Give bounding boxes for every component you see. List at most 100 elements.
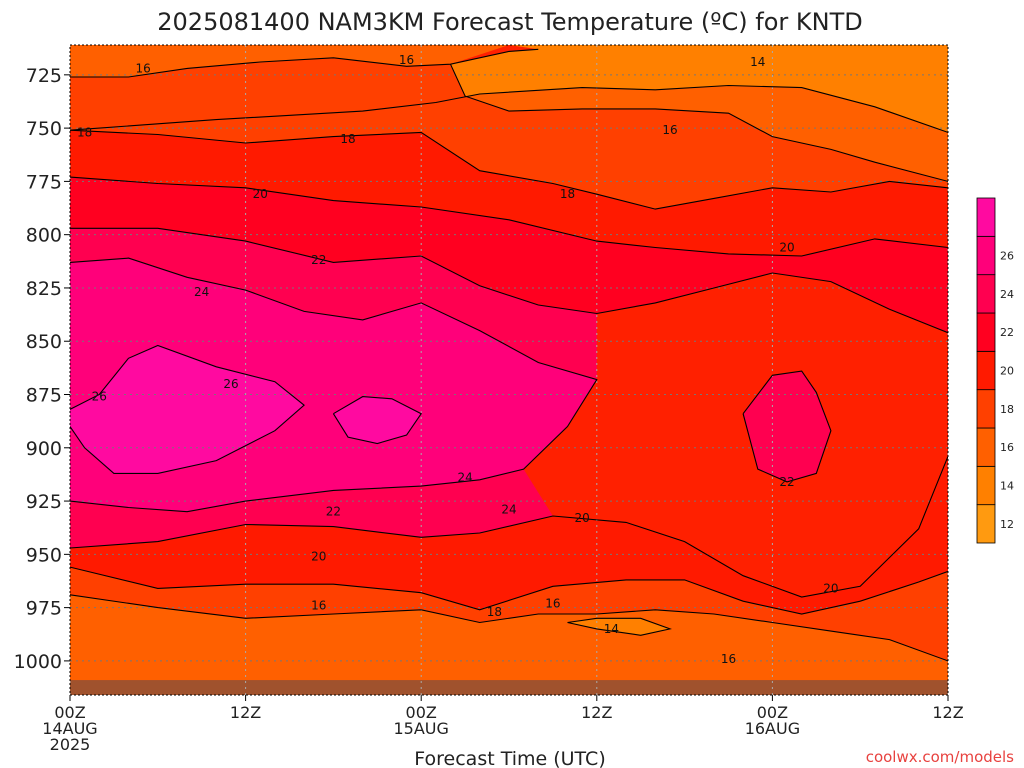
colorbar-tick-label: 24 [1000,288,1014,301]
isotherm-26-8 [332,396,423,445]
colorbar-tick-label: 14 [1000,480,1014,493]
isotherm-label-text: 16 [662,123,677,137]
isotherm-label-text: 18 [77,125,92,139]
isotherm-label-17: 20 [575,511,590,525]
isotherm-label-8: 22 [311,253,326,267]
isotherm-label-10: 24 [194,285,209,299]
y-tick-label: 925 [26,491,62,513]
isotherm-label-text: 20 [253,187,268,201]
isotherm-label-2: 14 [750,55,765,69]
plot-area: 16 16 14 18 18 16 20 18 22 20 24 26 26 24 24 22 22 20 20 20… [69,44,949,696]
y-tick-label: 875 [26,385,62,407]
isotherm-label-22: 18 [487,605,502,619]
colorbar-swatch-8 [976,197,996,237]
isotherm-labels: 16 16 14 18 18 16 20 18 22 20 24 26 26 24 24 22 22 20 20 20… [77,53,839,666]
temperature-band-5 [70,228,597,380]
x-axis-label: Forecast Time (UTC) [414,748,605,768]
isotherm-label-23: 14 [604,622,619,636]
colorbar-tick-label: 26 [1000,250,1014,263]
isotherm-22-5 [70,227,948,334]
isotherm-label-text: 14 [750,55,765,69]
isotherm-24-6 [70,257,598,513]
x-tick-label-line: 15AUG [393,719,448,738]
temperature-band-12 [70,567,948,661]
y-tick-label: 950 [26,544,62,566]
isotherm-label-text: 16 [721,652,736,666]
x-tick-label-line: 2025 [50,735,91,754]
y-tick-label: 775 [26,171,62,193]
y-tick-label: 800 [26,225,62,247]
temperature-band-14 [567,618,670,636]
isotherm-label-5: 16 [662,123,677,137]
isotherm-label-16: 22 [326,505,341,519]
isotherm-label-20: 16 [311,598,326,612]
colorbar-swatch-1 [976,465,996,506]
isotherm-14-0 [70,84,948,133]
isotherm-lines [70,48,948,662]
colorbar-swatch-2 [976,427,996,467]
temperature-band-2 [70,57,948,210]
ground-surface [70,680,948,695]
isotherm-label-18: 20 [311,549,326,563]
isotherm-label-15: 22 [779,475,794,489]
isotherm-label-text: 24 [501,503,516,517]
isotherm-label-text: 16 [311,598,326,612]
colorbar-swatch-5 [976,312,996,352]
temperature-band-13 [70,594,948,695]
x-tick-label-line: 12Z [230,703,261,722]
y-tick-label: 725 [26,65,62,87]
colorbar-swatch-4 [976,350,996,391]
colorbar-swatch-3 [976,389,996,429]
colorbar-tick-label: 12 [1000,518,1014,531]
isotherm-label-4: 18 [340,132,355,146]
temperature-band-10 [70,469,553,548]
colorbar-swatch-7 [976,235,996,276]
isotherm-label-text: 18 [487,605,502,619]
isotherm-label-9: 20 [779,240,794,254]
isotherm-label-text: 22 [326,505,341,519]
colorbar-swatch-0 [976,504,996,544]
isotherm-20-4 [70,176,948,257]
y-tick-label: 850 [26,331,62,353]
isotherm-label-text: 20 [779,240,794,254]
isotherm-label-text: 26 [92,390,107,404]
isotherm-16-2 [449,63,948,182]
isotherm-label-text: 24 [194,285,209,299]
chart-title: 2025081400 NAM3KM Forecast Temperature (… [157,8,862,36]
isotherm-label-3: 18 [77,125,92,139]
x-tick-label-line: 16AUG [745,719,800,738]
x-tick-label: 12Z [581,703,612,722]
temperature-bands [70,45,948,695]
x-tick-label-line: 14AUG [42,719,97,738]
temperature-band-9 [743,371,831,482]
isotherm-label-text: 16 [545,596,560,610]
y-tick-label: 750 [26,118,62,140]
y-tick-label: 975 [26,598,62,620]
isotherm-label-text: 16 [399,53,414,67]
temperature-band-0 [435,45,948,133]
isotherm-label-24: 16 [721,652,736,666]
isotherm-18-11 [70,566,948,615]
colorbar-tick-label: 16 [1000,441,1014,454]
colorbar-tick-label: 22 [1000,326,1014,339]
x-tick-label-line: 12Z [932,703,963,722]
source-credit[interactable]: coolwx.com/models [866,748,1014,766]
colorbar-tick-label: 20 [1000,365,1014,378]
temperature-band-4 [70,177,948,333]
isotherm-label-12: 26 [92,390,107,404]
x-tick-label-line: 00Z [54,703,85,722]
isotherm-label-text: 20 [823,581,838,595]
y-tick-label: 900 [26,438,62,460]
isotherm-label-text: 20 [311,549,326,563]
y-tick-label: 825 [26,278,62,300]
temperature-band-11 [70,456,948,614]
isotherm-14-13 [567,617,672,636]
x-tick-label-line: 00Z [757,703,788,722]
isotherm-label-19: 20 [823,581,838,595]
isotherm-20-10 [70,456,948,598]
x-tick-label: 12Z [230,703,261,722]
temperature-band-8 [333,396,422,444]
x-tick-label-line: 12Z [581,703,612,722]
